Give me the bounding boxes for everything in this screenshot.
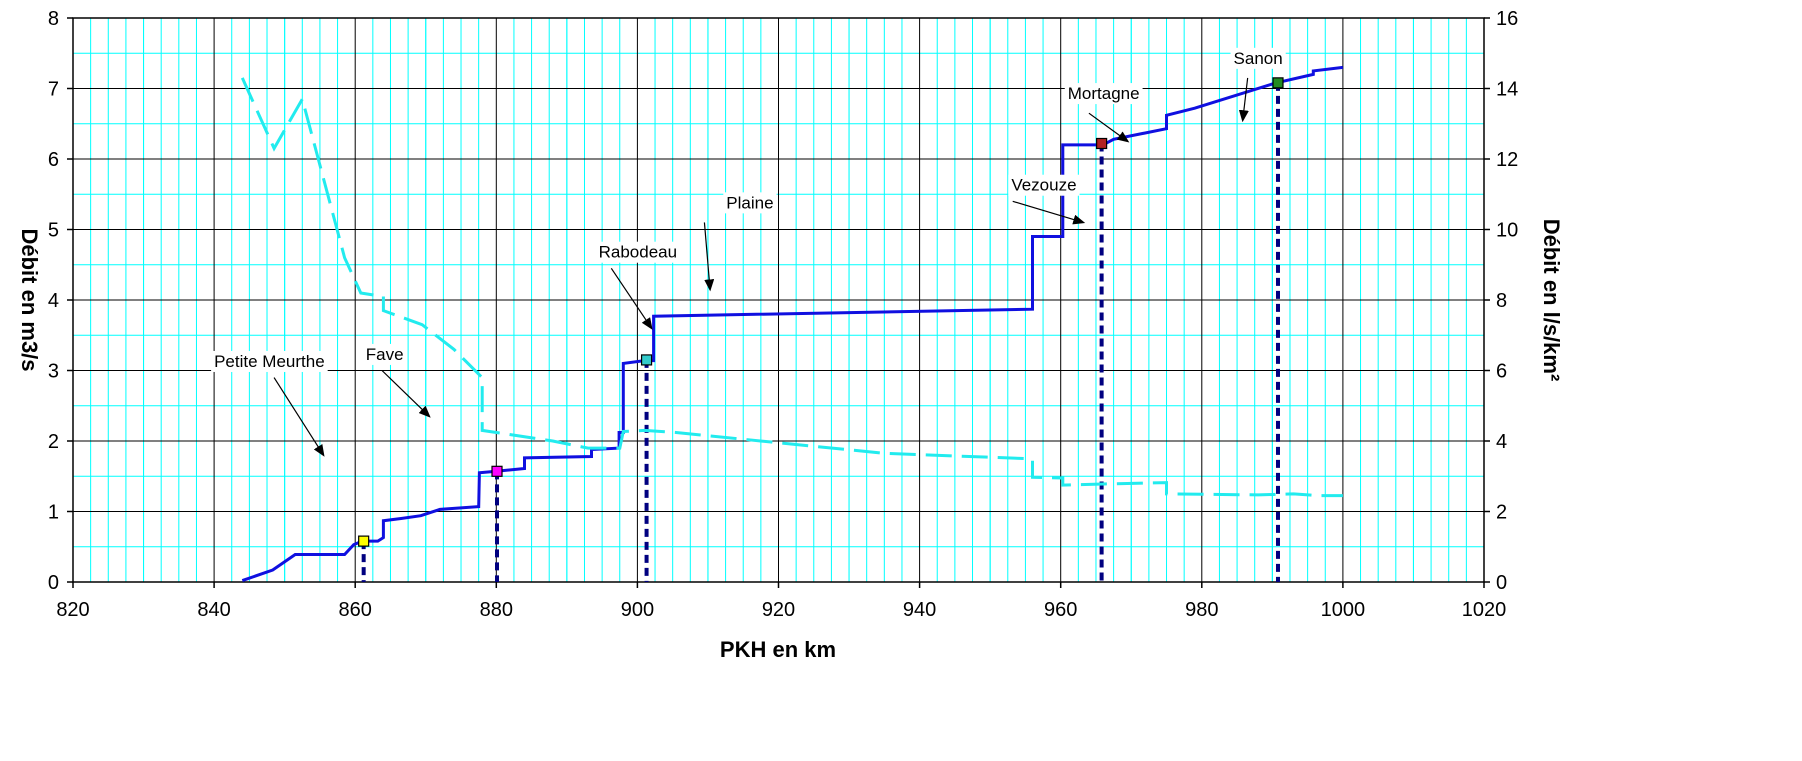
y2-tick-label: 8 (1496, 290, 1507, 312)
annotations-group: Petite Meurthe Fave Rabodeau Plaine Vezouze M… (211, 47, 1286, 457)
annotation-label-background (723, 192, 777, 214)
y2-tick-label: 6 (1496, 361, 1507, 383)
x-tick-label: 920 (762, 599, 795, 621)
annotation-label: Plaine (726, 193, 773, 212)
series-group (240, 65, 1344, 583)
y-tick-label: 1 (48, 502, 59, 524)
y2-tick-label: 14 (1496, 79, 1518, 101)
annotation-arrow (381, 370, 431, 418)
annotation-label-background (362, 343, 407, 365)
y-tick-label: 7 (48, 79, 59, 101)
x-tick-label: 860 (339, 599, 372, 621)
x-tick-label: 840 (197, 599, 230, 621)
y2-tick-label: 2 (1496, 502, 1507, 524)
x-tick-label: 820 (56, 599, 89, 621)
data-marker (1096, 137, 1108, 150)
annotation-label: Vezouze (1011, 176, 1076, 195)
annotation-arrow (273, 377, 325, 457)
annotation-arrow (1088, 112, 1130, 143)
y2-tick-label: 4 (1496, 431, 1507, 453)
markers-group (358, 77, 1284, 547)
annotation-label: Sanon (1234, 49, 1283, 68)
y-tick-label: 3 (48, 361, 59, 383)
y-tick-label: 2 (48, 431, 59, 453)
series-line-right-axis (240, 77, 1343, 498)
y-axis-right-title: Débit en l/s/km² (1539, 219, 1564, 382)
y2-tick-label: 16 (1496, 8, 1518, 30)
x-axis-ticks: 820 840 860 880 900 920 940 960 980 1000 1020 (56, 582, 1506, 621)
data-marker (640, 354, 653, 366)
data-marker (358, 535, 370, 547)
x-tick-label: 880 (480, 599, 513, 621)
x-tick-label: 980 (1185, 599, 1218, 621)
annotation-label-background (595, 241, 681, 263)
y2-tick-label: 10 (1496, 220, 1518, 242)
data-marker (1272, 77, 1284, 89)
x-tick-label: 940 (903, 599, 936, 621)
annotation-label: Rabodeau (599, 243, 677, 262)
x-tick-label: 960 (1044, 599, 1077, 621)
annotation-label-background (1064, 83, 1143, 105)
x-axis-title: PKH en km (720, 637, 836, 662)
y-tick-label: 6 (48, 149, 59, 171)
annotation-label: Fave (366, 345, 404, 364)
y2-tick-label: 0 (1496, 572, 1507, 594)
y-tick-label: 0 (48, 572, 59, 594)
annotation-label-background (1008, 174, 1080, 196)
annotation-arrow (1012, 200, 1086, 225)
annotation-arrow (1238, 77, 1249, 123)
annotation-label: Petite Meurthe (214, 352, 325, 371)
annotation-label: Mortagne (1068, 84, 1140, 103)
y-axis-left-ticks: 0 1 2 3 4 5 6 7 8 (48, 8, 73, 594)
data-marker (491, 465, 503, 477)
major-grid (73, 18, 1484, 582)
y-tick-label: 5 (48, 220, 59, 242)
y-tick-label: 8 (48, 8, 59, 30)
annotation-arrow (703, 222, 715, 292)
annotation-label-background (1230, 47, 1286, 69)
y-axis-right-ticks: 0 2 4 6 8 10 12 14 16 (1484, 8, 1518, 594)
y2-tick-label: 12 (1496, 149, 1518, 171)
annotation-label-background (211, 350, 328, 372)
y-axis-left-title: Débit en m3/s (17, 228, 42, 371)
drop-lines (361, 82, 1280, 582)
annotation-arrow (610, 267, 653, 330)
y-tick-label: 4 (48, 290, 59, 312)
x-tick-label: 900 (621, 599, 654, 621)
x-tick-label: 1020 (1462, 599, 1507, 621)
x-tick-label: 1000 (1321, 599, 1366, 621)
